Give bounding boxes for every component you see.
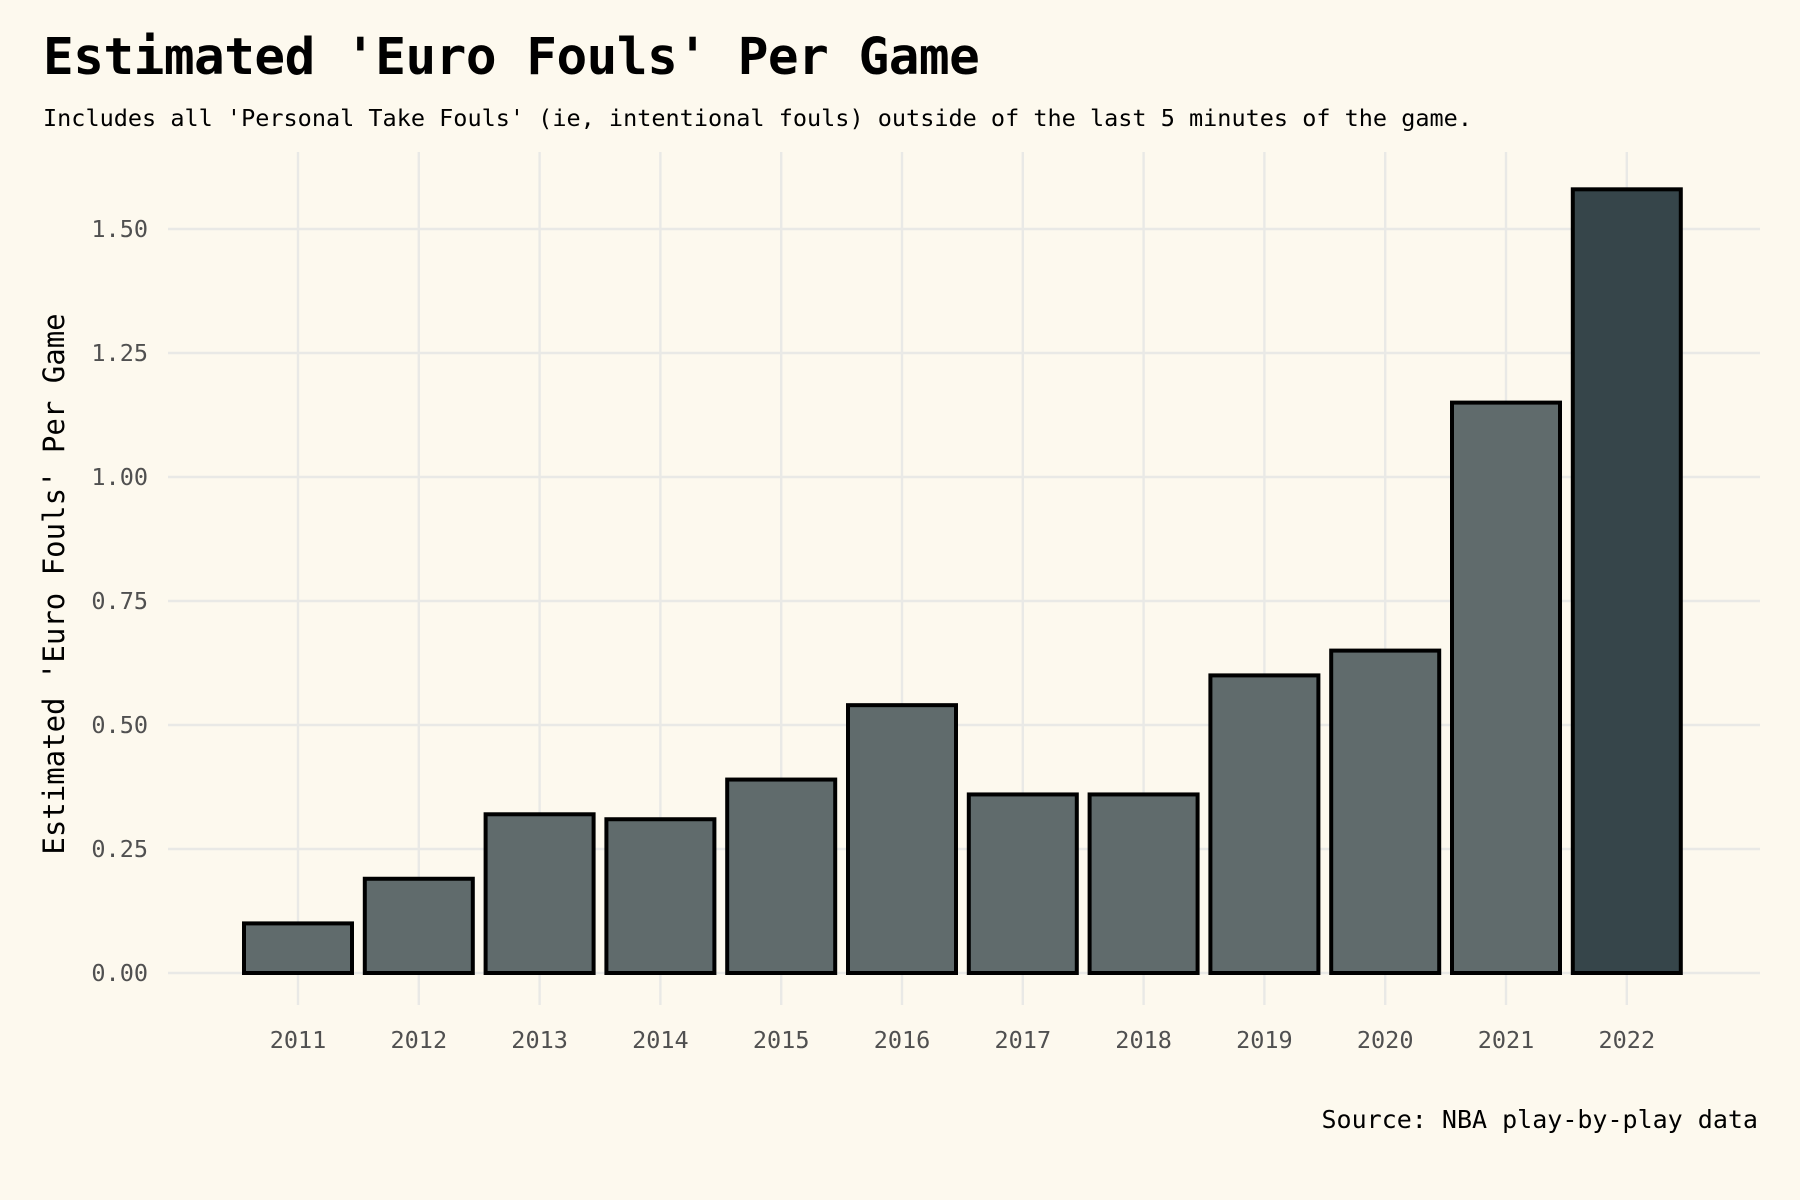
x-tick-label: 2016 (874, 1026, 931, 1054)
y-axis-title: Estimated 'Euro Fouls' Per Game (37, 313, 71, 854)
chart-caption: Source: NBA play-by-play data (1321, 1105, 1759, 1134)
x-tick-label: 2022 (1599, 1026, 1656, 1054)
y-tick-label: 1.25 (91, 339, 148, 367)
y-tick-label: 0.00 (91, 959, 148, 987)
y-axis-ticks: 0.00 0.25 0.50 0.75 1.00 1.25 1.50 (91, 215, 148, 987)
y-tick-label: 0.75 (91, 587, 148, 615)
bars (242, 187, 1683, 976)
y-tick-label: 1.00 (91, 463, 148, 491)
bar-2011 (242, 921, 354, 976)
y-tick-label: 0.25 (91, 835, 148, 863)
x-tick-label: 2017 (995, 1026, 1052, 1054)
chart-subtitle: Includes all 'Personal Take Fouls' (ie, … (43, 104, 1472, 132)
x-tick-label: 2020 (1357, 1026, 1414, 1054)
x-tick-label: 2021 (1478, 1026, 1535, 1054)
x-tick-label: 2018 (1115, 1026, 1172, 1054)
bar-2012 (362, 876, 475, 976)
bar-2013 (483, 812, 596, 976)
bar-2019 (1208, 673, 1321, 976)
bar-2020 (1329, 648, 1442, 975)
y-tick-label: 1.50 (91, 215, 148, 243)
y-tick-label: 0.50 (91, 711, 148, 739)
bar-2015 (725, 777, 838, 975)
x-tick-label: 2012 (391, 1026, 448, 1054)
x-tick-label: 2014 (632, 1026, 689, 1054)
x-axis-ticks: 2011 2012 2013 2014 2015 2016 2017 2018 2019 2020… (270, 1026, 1655, 1054)
bar-2018 (1087, 792, 1200, 975)
bar-2022 (1570, 187, 1683, 975)
x-tick-label: 2011 (270, 1026, 327, 1054)
x-tick-label: 2019 (1236, 1026, 1293, 1054)
bar-2016 (846, 703, 958, 975)
chart-title: Estimated 'Euro Fouls' Per Game (43, 28, 980, 87)
bar-2014 (604, 817, 717, 975)
x-tick-label: 2015 (753, 1026, 810, 1054)
bar-2017 (966, 792, 1079, 975)
bar-2021 (1450, 400, 1562, 976)
x-tick-label: 2013 (511, 1026, 568, 1054)
